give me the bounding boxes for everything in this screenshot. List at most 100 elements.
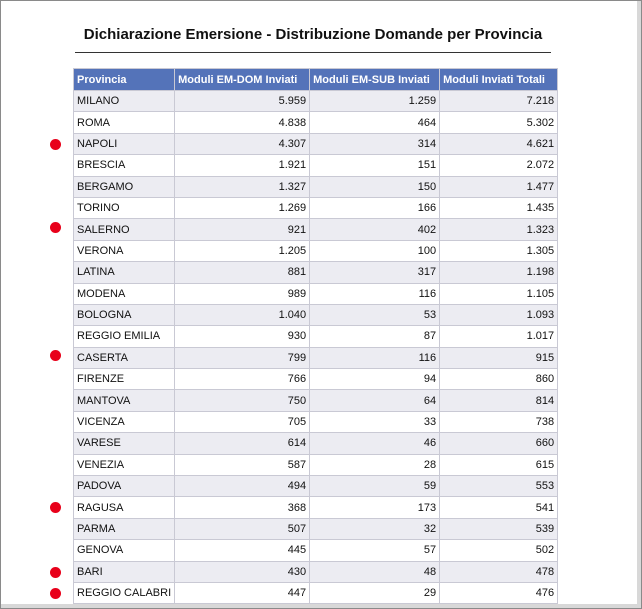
count-cell: 445 xyxy=(174,539,311,562)
province-cell: BOLOGNA xyxy=(72,303,176,327)
count-cell: 402 xyxy=(309,218,441,241)
count-cell: 5.302 xyxy=(439,111,559,134)
red-dot xyxy=(50,139,61,150)
red-dot xyxy=(50,567,61,578)
province-cell: TORINO xyxy=(72,196,176,220)
count-cell: 494 xyxy=(174,475,311,498)
count-cell: 507 xyxy=(174,517,311,541)
table-row: BOLOGNA 1.040 53 1.093 xyxy=(72,303,559,327)
count-cell: 32 xyxy=(309,517,441,541)
count-cell: 989 xyxy=(174,282,311,305)
table-row: REGGIO CALABRI 447 29 476 xyxy=(72,581,559,605)
count-cell: 1.093 xyxy=(439,303,559,327)
province-cell: FIRENZE xyxy=(72,368,176,391)
province-cell: VARESE xyxy=(72,432,176,455)
document-title: Dichiarazione Emersione - Distribuzione … xyxy=(83,26,543,43)
table-row: MANTOVA 750 64 814 xyxy=(72,389,559,412)
table-body: MILANO 5.959 1.259 7.218 ROMA 4.838 464 5.302 NA… xyxy=(72,89,559,605)
count-cell: 1.198 xyxy=(439,261,559,284)
count-cell: 464 xyxy=(309,111,441,134)
count-cell: 614 xyxy=(174,432,311,455)
province-cell: VENEZIA xyxy=(72,453,176,477)
count-cell: 100 xyxy=(309,239,441,263)
province-cell: MILANO xyxy=(72,89,176,113)
count-cell: 48 xyxy=(309,560,441,583)
count-cell: 539 xyxy=(439,517,559,541)
count-cell: 738 xyxy=(439,410,559,434)
count-cell: 173 xyxy=(309,496,441,519)
count-cell: 447 xyxy=(174,581,311,605)
count-cell: 116 xyxy=(309,282,441,305)
column-header: Moduli EM-SUB Inviati xyxy=(309,68,441,91)
count-cell: 4.307 xyxy=(174,132,311,156)
table-row: RAGUSA 368 173 541 xyxy=(72,496,559,519)
count-cell: 33 xyxy=(309,410,441,434)
count-cell: 87 xyxy=(309,325,441,348)
province-cell: VERONA xyxy=(72,239,176,263)
table-row: VICENZA 705 33 738 xyxy=(72,410,559,434)
count-cell: 1.040 xyxy=(174,303,311,327)
province-cell: REGGIO CALABRI xyxy=(72,581,176,605)
count-cell: 476 xyxy=(439,581,559,605)
table-row: ROMA 4.838 464 5.302 xyxy=(72,111,559,134)
table-row: BERGAMO 1.327 150 1.477 xyxy=(72,175,559,198)
province-cell: CASERTA xyxy=(72,346,176,370)
count-cell: 814 xyxy=(439,389,559,412)
province-table: Provincia Moduli EM-DOM Inviati Moduli EM-… xyxy=(72,68,559,605)
count-cell: 1.269 xyxy=(174,196,311,220)
count-cell: 59 xyxy=(309,475,441,498)
count-cell: 116 xyxy=(309,346,441,370)
column-header: Moduli Inviati Totali xyxy=(439,68,559,91)
province-cell: SALERNO xyxy=(72,218,176,241)
table-row: SALERNO 921 402 1.323 xyxy=(72,218,559,241)
count-cell: 166 xyxy=(309,196,441,220)
count-cell: 29 xyxy=(309,581,441,605)
count-cell: 4.838 xyxy=(174,111,311,134)
table-row: MILANO 5.959 1.259 7.218 xyxy=(72,89,559,113)
count-cell: 1.477 xyxy=(439,175,559,198)
table-row: NAPOLI 4.307 314 4.621 xyxy=(72,132,559,156)
province-cell: GENOVA xyxy=(72,539,176,562)
count-cell: 705 xyxy=(174,410,311,434)
column-header: Moduli EM-DOM Inviati xyxy=(174,68,311,91)
count-cell: 4.621 xyxy=(439,132,559,156)
count-cell: 478 xyxy=(439,560,559,583)
table-row: TORINO 1.269 166 1.435 xyxy=(72,196,559,220)
count-cell: 1.327 xyxy=(174,175,311,198)
count-cell: 314 xyxy=(309,132,441,156)
count-cell: 1.323 xyxy=(439,218,559,241)
table-row: VARESE 614 46 660 xyxy=(72,432,559,455)
table-row: MODENA 989 116 1.105 xyxy=(72,282,559,305)
count-cell: 541 xyxy=(439,496,559,519)
province-cell: BERGAMO xyxy=(72,175,176,198)
table-row: CASERTA 799 116 915 xyxy=(72,346,559,370)
count-cell: 860 xyxy=(439,368,559,391)
table-row: FIRENZE 766 94 860 xyxy=(72,368,559,391)
count-cell: 150 xyxy=(309,175,441,198)
count-cell: 7.218 xyxy=(439,89,559,113)
header-row: Provincia Moduli EM-DOM Inviati Moduli EM-… xyxy=(72,68,559,91)
table-row: PADOVA 494 59 553 xyxy=(72,475,559,498)
count-cell: 1.017 xyxy=(439,325,559,348)
red-dot xyxy=(50,502,61,513)
count-cell: 1.259 xyxy=(309,89,441,113)
count-cell: 553 xyxy=(439,475,559,498)
count-cell: 2.072 xyxy=(439,154,559,177)
count-cell: 750 xyxy=(174,389,311,412)
count-cell: 799 xyxy=(174,346,311,370)
count-cell: 1.921 xyxy=(174,154,311,177)
count-cell: 502 xyxy=(439,539,559,562)
count-cell: 881 xyxy=(174,261,311,284)
table-row: VERONA 1.205 100 1.305 xyxy=(72,239,559,263)
red-dot xyxy=(50,222,61,233)
count-cell: 53 xyxy=(309,303,441,327)
count-cell: 317 xyxy=(309,261,441,284)
count-cell: 368 xyxy=(174,496,311,519)
province-cell: VICENZA xyxy=(72,410,176,434)
title-rule xyxy=(75,52,551,53)
count-cell: 1.435 xyxy=(439,196,559,220)
table-row: VENEZIA 587 28 615 xyxy=(72,453,559,477)
table-row: GENOVA 445 57 502 xyxy=(72,539,559,562)
red-dot xyxy=(50,350,61,361)
table-row: LATINA 881 317 1.198 xyxy=(72,261,559,284)
